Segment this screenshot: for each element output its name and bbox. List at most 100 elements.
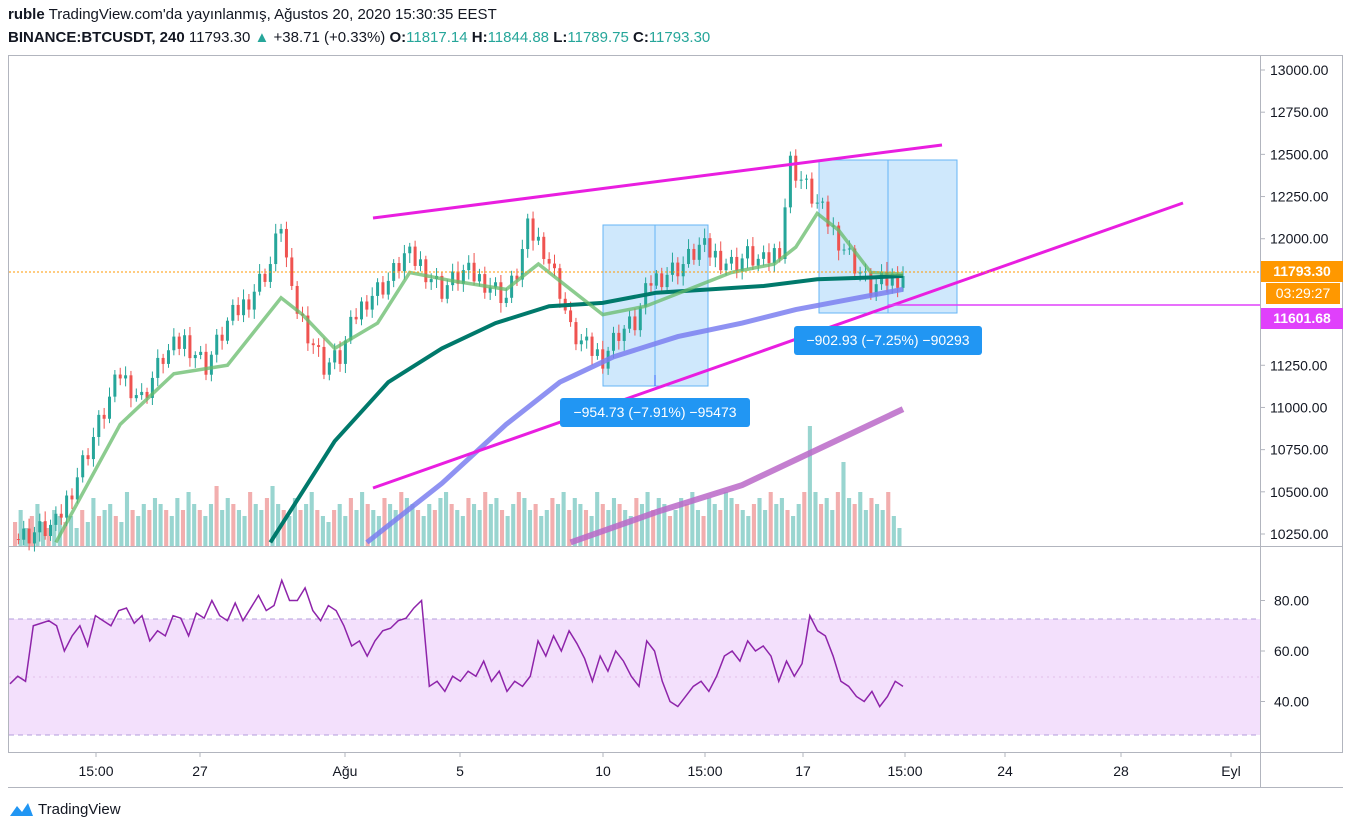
level-tag: 11601.68 (1261, 308, 1343, 329)
candle-body (445, 285, 449, 299)
candle-body (504, 297, 508, 304)
candle-body (847, 248, 851, 250)
volume-bar (421, 516, 426, 546)
candle-body (32, 532, 36, 544)
candle-body (794, 155, 798, 181)
candle-body (284, 228, 288, 258)
volume-bar (746, 516, 751, 546)
volume-bar (488, 504, 493, 546)
candle-body (622, 328, 626, 341)
volume-bar (735, 504, 740, 546)
candles (16, 149, 905, 552)
candle-body (402, 253, 406, 272)
volume-bar (774, 504, 779, 546)
trading-chart[interactable]: −954.73 (−7.91%) −95473 −902.93 (−7.25%)… (8, 55, 1344, 790)
candle-body (333, 350, 337, 363)
volume-bar (701, 516, 706, 546)
volume-bar (281, 510, 286, 546)
candle-body (381, 282, 385, 295)
volume-bar (695, 510, 700, 546)
volume-bar (539, 516, 544, 546)
candle-body (16, 539, 20, 541)
price-tick-label: 12250.00 (1270, 189, 1329, 205)
volume-bar (292, 498, 297, 546)
volume-bar (550, 498, 555, 546)
candle-body (772, 248, 776, 264)
price-tick-label: 11000.00 (1270, 399, 1328, 415)
volume-bar (527, 510, 533, 546)
candle-body (161, 357, 165, 364)
price-tick-label: 12750.00 (1270, 104, 1329, 120)
volume-bar (863, 510, 868, 546)
candle-body (408, 246, 412, 254)
candle-body (660, 273, 664, 288)
volume-bar (203, 516, 208, 546)
ema-200-line (569, 406, 905, 546)
volume-bar (533, 504, 538, 546)
candle-body (306, 315, 310, 344)
up-arrow-icon: ▲ (254, 29, 270, 46)
level-tag-text: 11601.68 (1273, 310, 1331, 326)
author-name[interactable]: ruble (8, 6, 45, 23)
price-axis: 13000.00 12750.00 12500.00 12250.00 12000.00… (1260, 62, 1329, 542)
volume-bar (544, 510, 549, 546)
candle-body (70, 495, 74, 500)
candle-body (118, 374, 122, 379)
upper-trendline[interactable] (372, 143, 943, 220)
time-tick-label: Eyl (1221, 763, 1240, 779)
candle-body (665, 274, 669, 288)
volume-bar (522, 498, 527, 546)
candle-body (215, 334, 219, 355)
volume-bar (768, 492, 773, 546)
volume-bar (438, 498, 443, 546)
candle-body (311, 343, 315, 346)
candle-body (751, 246, 755, 266)
candle-body (901, 276, 905, 288)
volume-bar (220, 510, 225, 546)
candle-body (719, 250, 723, 271)
volume-bar (158, 504, 163, 546)
close-label: C: (633, 29, 649, 46)
candle-body (499, 282, 503, 304)
price-tick-label: 10250.00 (1270, 526, 1329, 542)
candle-body (494, 282, 498, 288)
volume-bar (740, 510, 745, 546)
volume-bar (897, 528, 902, 546)
tradingview-logo[interactable]: TradingView (8, 800, 121, 818)
candle-body (633, 316, 637, 331)
volume-bar (460, 516, 465, 546)
candle-body (837, 225, 841, 251)
candle-body (295, 285, 299, 314)
candle-body (220, 334, 224, 341)
volume-bar (578, 504, 583, 546)
volume-bar (824, 498, 829, 546)
candle-body (65, 495, 69, 518)
candle-body (22, 528, 26, 540)
publish-header: ruble TradingView.com'da yayınlanmış, Ağ… (8, 6, 497, 23)
volume-bar (751, 504, 756, 546)
volume-bar (404, 498, 409, 546)
volume-bar (449, 504, 454, 546)
volume-bar (354, 510, 359, 546)
candle-body (735, 256, 739, 271)
volume-bar (662, 504, 667, 546)
candle-body (349, 316, 353, 341)
volume-bar (371, 510, 376, 546)
time-tick-label: 27 (192, 763, 208, 779)
volume-bar (253, 504, 258, 546)
candle-body (676, 262, 680, 277)
candle-body (113, 374, 117, 397)
open-value: 11817.14 (406, 29, 468, 46)
volume-bar (236, 510, 241, 546)
candle-body (885, 271, 889, 286)
candle-body (451, 271, 455, 286)
price-tick-label: 13000.00 (1270, 62, 1329, 78)
lower-trendline[interactable] (372, 201, 1184, 490)
candle-body (279, 228, 283, 234)
candle-body (204, 351, 208, 375)
candle-body (263, 273, 267, 282)
price-tick-label: 12000.00 (1270, 231, 1329, 247)
volume-bar (416, 510, 421, 546)
volume-bar (572, 498, 577, 546)
